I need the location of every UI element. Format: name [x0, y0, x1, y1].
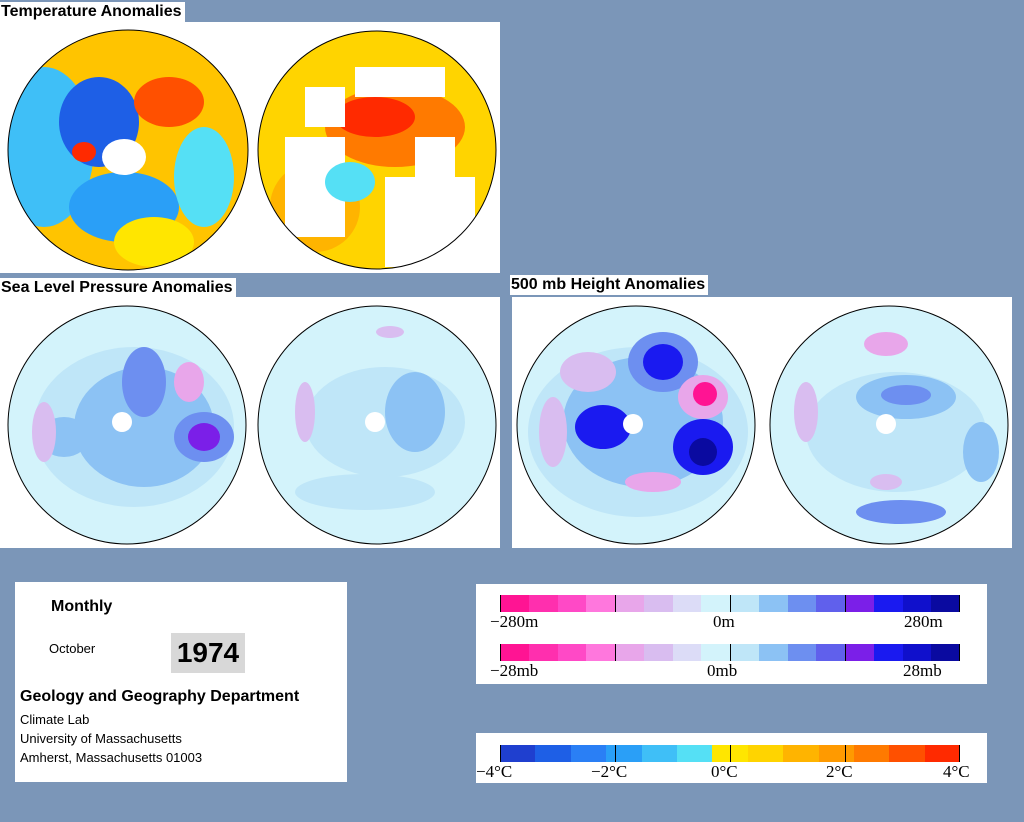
- scale-tick: [500, 644, 501, 661]
- scale-tick: [615, 745, 616, 762]
- scale-swatch: [873, 595, 903, 612]
- scale-swatch: [641, 745, 677, 762]
- scale-swatch: [845, 644, 874, 661]
- scale-swatch: [924, 745, 961, 762]
- scale-swatch: [730, 595, 759, 612]
- slp-map-north: [7, 305, 247, 545]
- scale-swatch: [557, 595, 587, 612]
- scale-tick: [845, 644, 846, 661]
- scale-swatch: [528, 595, 558, 612]
- scale-swatch: [902, 644, 932, 661]
- scale-swatch: [615, 595, 644, 612]
- department-label: Geology and Geography Department: [20, 688, 300, 705]
- pressure-mid-label: 0mb: [707, 661, 738, 680]
- scale-swatch: [500, 595, 529, 612]
- pressure-scale-bar: [500, 644, 960, 661]
- scale-swatch: [676, 745, 713, 762]
- scale-swatch: [570, 745, 607, 762]
- scale-swatch: [816, 644, 845, 661]
- month-label: October: [49, 641, 96, 656]
- scale-swatch: [643, 595, 673, 612]
- scale-swatch: [615, 644, 644, 661]
- scale-swatch: [816, 595, 845, 612]
- scale-swatch: [535, 745, 571, 762]
- scale-tick: [959, 745, 960, 762]
- scale-swatch: [889, 745, 925, 762]
- scale-swatch: [701, 644, 730, 661]
- scale-tick: [845, 595, 846, 612]
- temp-label-2: −2°C: [591, 762, 628, 781]
- scale-tick: [615, 644, 616, 661]
- scale-tick: [615, 595, 616, 612]
- temperature-scale-bar: [500, 745, 961, 762]
- scale-tick: [959, 595, 960, 612]
- temp-label-3: 0°C: [711, 762, 738, 781]
- scale-tick: [845, 745, 846, 762]
- pressure-max-label: 28mb: [903, 661, 942, 680]
- scale-swatch: [672, 644, 702, 661]
- lab-label: Climate Lab: [20, 712, 90, 727]
- period-label: Monthly: [51, 598, 113, 615]
- slp-map-south: [257, 305, 497, 545]
- scale-swatch: [873, 644, 903, 661]
- height-min-label: −280m: [490, 612, 539, 631]
- temperature-map-south: [257, 30, 497, 270]
- slp-title: Sea Level Pressure Anomalies: [0, 278, 236, 298]
- scale-swatch: [701, 595, 730, 612]
- height-mid-label: 0m: [713, 612, 735, 631]
- scale-swatch: [528, 644, 558, 661]
- scale-swatch: [643, 644, 673, 661]
- temperature-title: Temperature Anomalies: [0, 2, 185, 22]
- height-max-label: 280m: [904, 612, 943, 631]
- temp-label-4: 2°C: [826, 762, 853, 781]
- scale-tick: [730, 644, 731, 661]
- scale-swatch: [758, 644, 788, 661]
- temp-label-1: −4°C: [476, 762, 513, 781]
- scale-swatch: [783, 745, 819, 762]
- scale-swatch: [853, 745, 890, 762]
- height500-map-south: [769, 305, 1009, 545]
- height500-title: 500 mb Height Anomalies: [510, 275, 709, 295]
- scale-swatch: [672, 595, 702, 612]
- scale-swatch: [606, 745, 642, 762]
- height-scale-bar: [500, 595, 960, 612]
- scale-swatch: [730, 644, 759, 661]
- scale-swatch: [902, 595, 932, 612]
- scale-swatch: [787, 644, 817, 661]
- university-label: University of Massachusetts: [20, 731, 182, 746]
- scale-tick: [730, 745, 731, 762]
- scale-swatch: [586, 595, 615, 612]
- scale-tick: [730, 595, 731, 612]
- scale-swatch: [931, 595, 960, 612]
- scale-tick: [500, 595, 501, 612]
- scale-swatch: [500, 745, 536, 762]
- scale-swatch: [747, 745, 784, 762]
- info-panel: [15, 582, 347, 782]
- scale-swatch: [557, 644, 587, 661]
- scale-tick: [500, 745, 501, 762]
- address-label: Amherst, Massachusetts 01003: [20, 750, 203, 765]
- scale-swatch: [586, 644, 615, 661]
- temperature-map-north: [7, 29, 249, 271]
- scale-swatch: [818, 745, 854, 762]
- year-value: 1974: [171, 633, 245, 673]
- temp-label-5: 4°C: [943, 762, 970, 781]
- height500-map-north: [516, 305, 756, 545]
- pressure-min-label: −28mb: [490, 661, 539, 680]
- scale-swatch: [931, 644, 960, 661]
- scale-swatch: [758, 595, 788, 612]
- scale-tick: [959, 644, 960, 661]
- scale-swatch: [500, 644, 529, 661]
- scale-swatch: [845, 595, 874, 612]
- scale-swatch: [787, 595, 817, 612]
